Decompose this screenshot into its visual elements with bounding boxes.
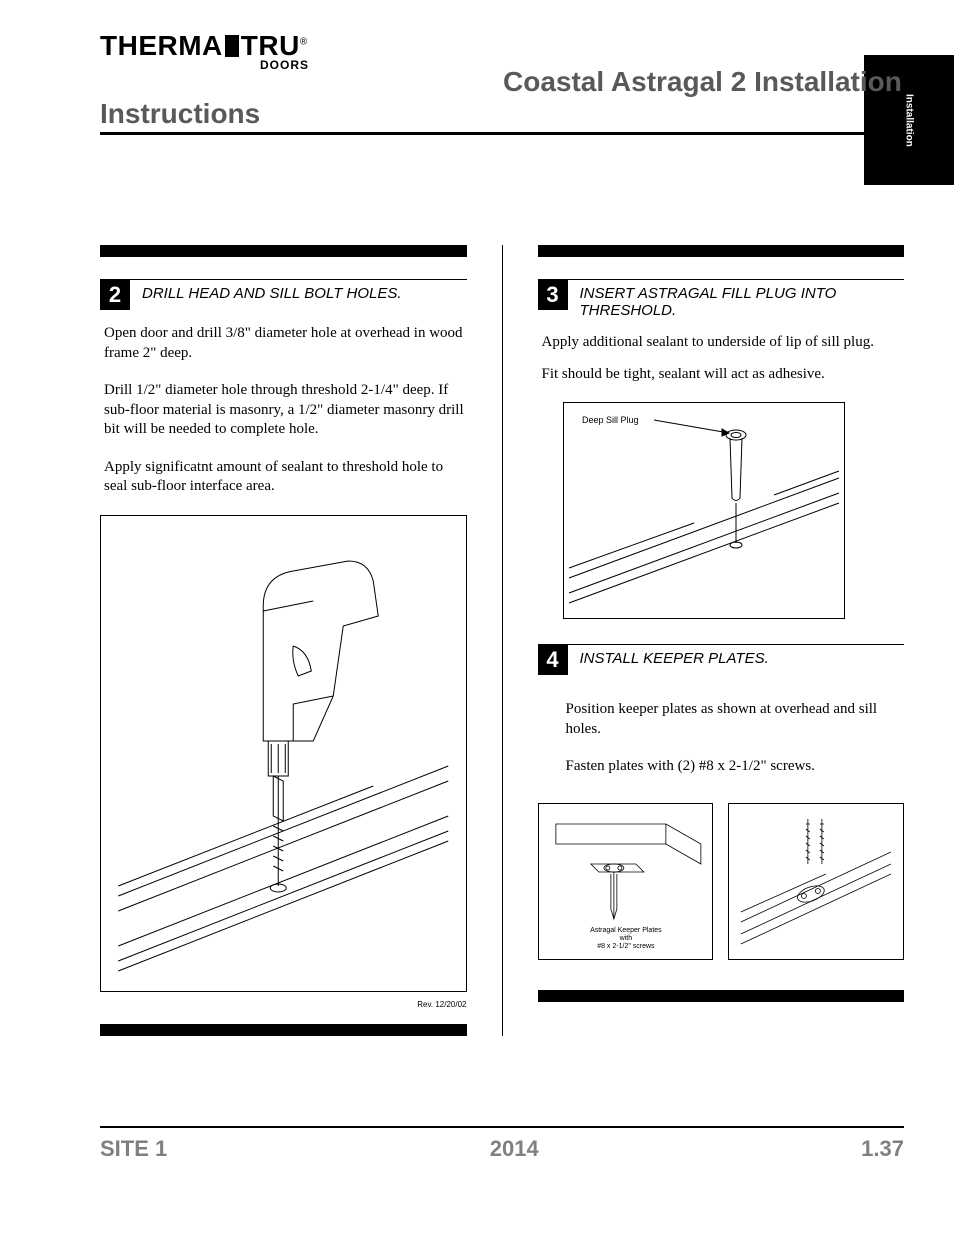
top-bar-right	[538, 245, 905, 257]
right-column: 3 INSERT ASTRAGAL FILL PLUG INTO THRESHO…	[538, 245, 905, 1036]
step-2-rev: Rev. 12/20/02	[100, 1000, 467, 1009]
bottom-bar-right	[538, 990, 905, 1002]
step-3-number: 3	[538, 280, 568, 310]
logo-area: THERMATRU®	[100, 30, 904, 62]
main-title: Coastal Astragal 2 Installation Instruct…	[100, 66, 902, 129]
svg-text:#8 x 2-1/2" screws: #8 x 2-1/2" screws	[597, 943, 655, 950]
title-line: DOORS Coastal Astragal 2 Installation In…	[100, 66, 904, 135]
svg-text:Deep Sill Plug: Deep Sill Plug	[582, 415, 639, 425]
step-4-title: INSTALL KEEPER PLATES.	[580, 645, 769, 667]
step-2-p2: Drill 1/2" diameter hole through thresho…	[100, 381, 467, 440]
drill-illustration	[101, 516, 466, 986]
step-4-figure-right	[728, 803, 904, 960]
step-4-header: 4 INSTALL KEEPER PLATES.	[538, 644, 905, 675]
left-column: 2 DRILL HEAD AND SILL BOLT HOLES. Open d…	[100, 245, 467, 1036]
column-divider	[502, 245, 503, 1036]
step-2-title: DRILL HEAD AND SILL BOLT HOLES.	[142, 280, 402, 302]
step-2-p1: Open door and drill 3/8" diameter hole a…	[100, 324, 467, 363]
step-4-number: 4	[538, 645, 568, 675]
step-4-figures: Astragal Keeper Plates with #8 x 2-1/2" …	[538, 795, 905, 968]
step-3-p1: Apply additional sealant to underside of…	[538, 333, 905, 353]
bottom-bar-left	[100, 1024, 467, 1036]
svg-text:Astragal Keeper Plates: Astragal Keeper Plates	[590, 927, 662, 934]
step-2-number: 2	[100, 280, 130, 310]
step-2-p3: Apply significatnt amount of sealant to …	[100, 458, 467, 497]
step-3-figure: Deep Sill Plug	[563, 402, 845, 619]
step-3-p2: Fit should be tight, sealant will act as…	[538, 365, 905, 385]
footer-left: SITE 1	[100, 1136, 167, 1162]
step-3-title: INSERT ASTRAGAL FILL PLUG INTO THRESHOLD…	[580, 280, 905, 319]
keeper-plate-top-illustration: Astragal Keeper Plates with #8 x 2-1/2" …	[539, 804, 713, 959]
brand-sub: DOORS	[260, 58, 309, 72]
top-bar-left	[100, 245, 467, 257]
keeper-plate-sill-illustration	[729, 804, 903, 959]
step-2-figure	[100, 515, 467, 992]
step-4-figure-left: Astragal Keeper Plates with #8 x 2-1/2" …	[538, 803, 714, 960]
brand-logo: THERMATRU®	[100, 30, 308, 61]
footer-right: 1.37	[861, 1136, 904, 1162]
step-4-p2: Fasten plates with (2) #8 x 2-1/2" screw…	[538, 757, 905, 777]
step-4-p1: Position keeper plates as shown at overh…	[538, 700, 905, 739]
footer-center: 2014	[490, 1136, 539, 1162]
svg-text:with: with	[618, 935, 632, 942]
plug-illustration: Deep Sill Plug	[564, 403, 844, 613]
step-3-header: 3 INSERT ASTRAGAL FILL PLUG INTO THRESHO…	[538, 279, 905, 319]
step-2-header: 2 DRILL HEAD AND SILL BOLT HOLES.	[100, 279, 467, 310]
page-footer: SITE 1 2014 1.37	[100, 1126, 904, 1162]
